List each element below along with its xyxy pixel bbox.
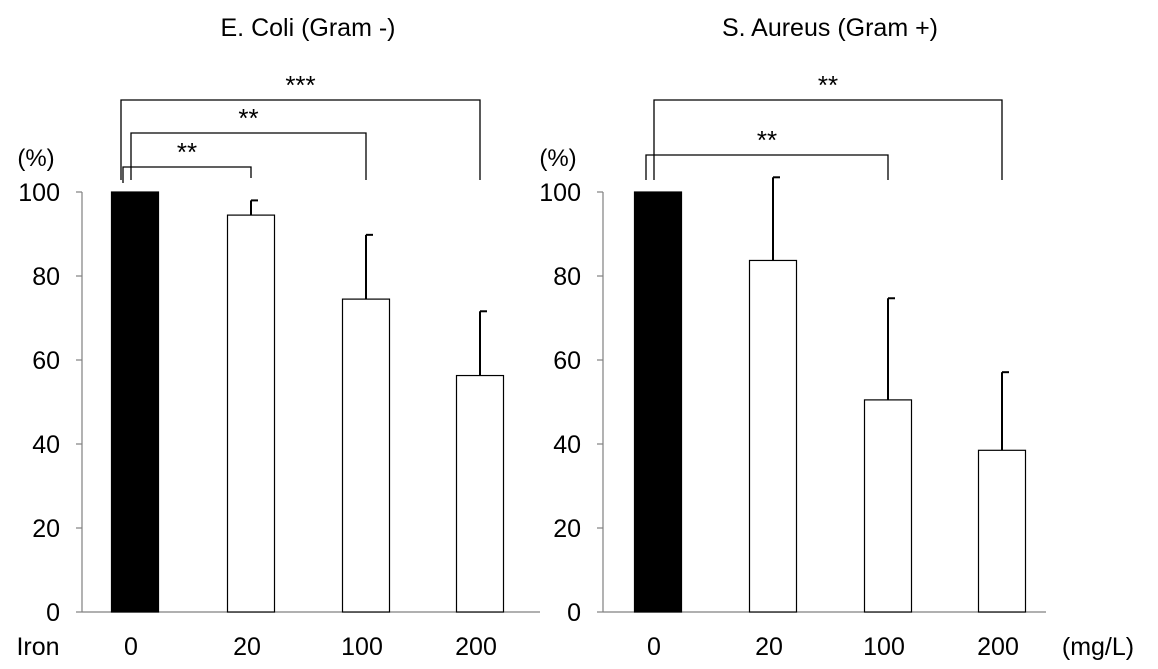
y-tick-label: 20 bbox=[553, 515, 581, 543]
y-tick-label: 0 bbox=[46, 599, 60, 627]
y-tick-label: 80 bbox=[32, 263, 60, 291]
bar-20 bbox=[748, 259, 798, 613]
y-tick-label: 40 bbox=[553, 431, 581, 459]
significance-label: ** bbox=[238, 103, 258, 133]
y-tick-label: 80 bbox=[553, 263, 581, 291]
y-tick-label: 100 bbox=[539, 179, 581, 207]
x-tick-label: 20 bbox=[233, 633, 261, 661]
panel-e-coli: E. Coli (Gram -) 0 20 40 60 80 100 (%) Iron 0 20 10… bbox=[16, 14, 540, 661]
x-tick-label: 200 bbox=[977, 633, 1019, 661]
chart-title: E. Coli (Gram -) bbox=[221, 14, 396, 42]
bar-200 bbox=[977, 449, 1027, 613]
significance-bracket bbox=[645, 154, 889, 180]
x-tick-label: 100 bbox=[863, 633, 905, 661]
bar-0 bbox=[110, 191, 160, 613]
y-tick-label: 60 bbox=[32, 347, 60, 375]
panel-s-aureus: S. Aureus (Gram +) 0 20 40 60 80 100 (%) (mg/L) 0… bbox=[539, 14, 1134, 661]
bar-0 bbox=[633, 191, 683, 613]
y-axis-label: (%) bbox=[17, 145, 54, 172]
significance-bracket bbox=[122, 166, 252, 183]
significance-bracket bbox=[120, 99, 481, 180]
y-tick-label: 20 bbox=[32, 515, 60, 543]
significance-bracket bbox=[653, 99, 1003, 180]
x-tick-label: 200 bbox=[455, 633, 497, 661]
y-tick-label: 60 bbox=[553, 347, 581, 375]
y-tick-label: 0 bbox=[567, 599, 581, 627]
bar-100 bbox=[341, 298, 391, 613]
significance-label: ** bbox=[177, 137, 197, 167]
x-tick-label: 0 bbox=[124, 633, 138, 661]
x-tick-label: 20 bbox=[755, 633, 783, 661]
x-tick-label: 0 bbox=[647, 633, 661, 661]
y-tick-label: 100 bbox=[18, 179, 60, 207]
bar-200 bbox=[455, 374, 505, 613]
bar-100 bbox=[863, 399, 913, 613]
significance-label: ** bbox=[757, 125, 777, 155]
x-axis-label: Iron bbox=[16, 633, 59, 661]
significance-label: ** bbox=[818, 70, 838, 100]
x-tick-label: 100 bbox=[341, 633, 383, 661]
significance-label: *** bbox=[285, 70, 315, 100]
x-axis-label: (mg/L) bbox=[1062, 633, 1134, 661]
significance-bracket bbox=[130, 132, 367, 180]
chart-title: S. Aureus (Gram +) bbox=[722, 14, 938, 42]
y-tick-label: 40 bbox=[32, 431, 60, 459]
y-axis-label: (%) bbox=[539, 145, 576, 172]
bar-20 bbox=[226, 214, 276, 613]
